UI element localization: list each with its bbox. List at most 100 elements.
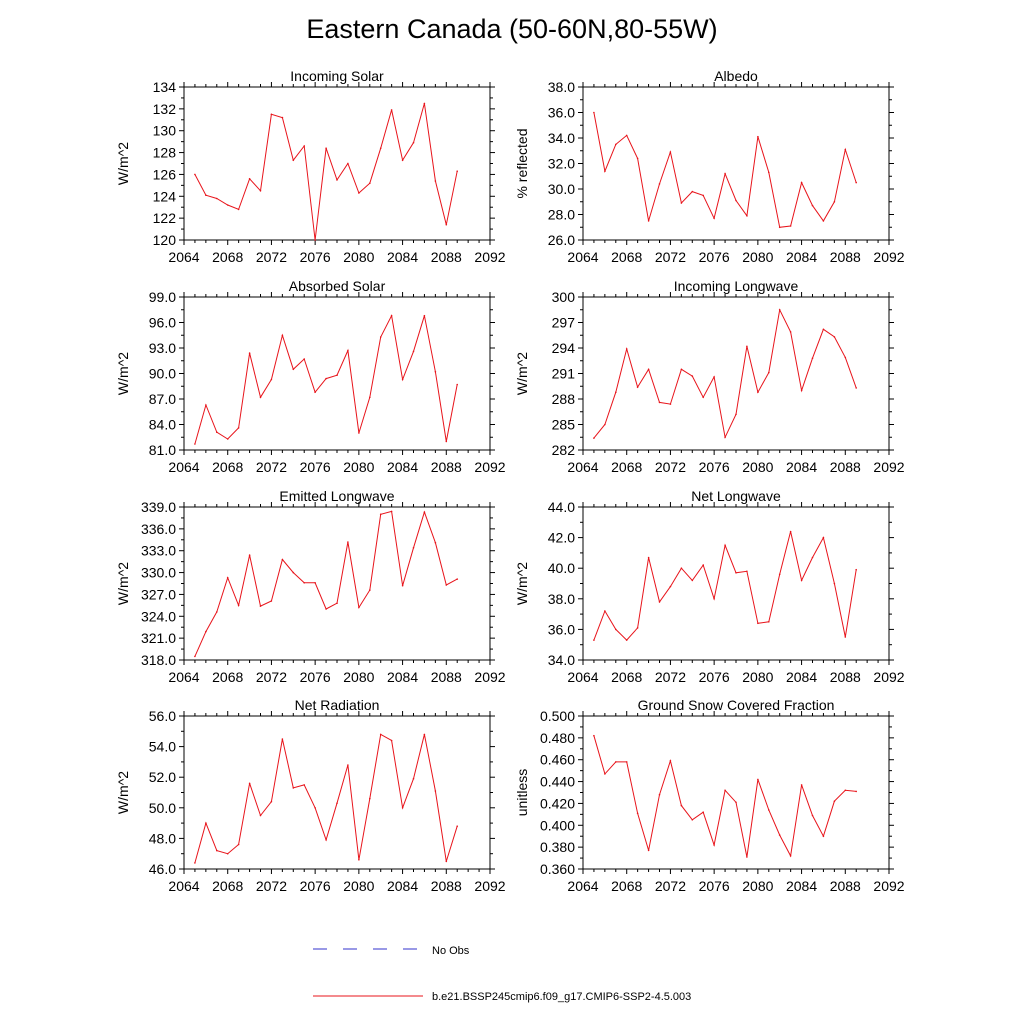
chart-panel-3: Absorbed Solar W/m^2 2064 2068 2072 2076 2080 2… — [115, 278, 506, 475]
data-point — [292, 159, 295, 161]
x-tick-label: 2068 — [212, 669, 243, 685]
y-tick-label: 0.380 — [540, 839, 575, 855]
data-point — [412, 350, 415, 353]
data-point — [194, 655, 196, 658]
data-point — [216, 431, 218, 434]
y-tick-label: 52.0 — [149, 769, 176, 785]
x-tick-label: 2080 — [343, 878, 374, 894]
y-axis-label: % reflected — [514, 128, 530, 198]
y-tick-label: 93.0 — [149, 340, 176, 356]
data-point — [336, 802, 338, 804]
data-point — [669, 760, 672, 762]
data-point — [822, 835, 825, 837]
data-point — [636, 386, 639, 388]
data-point — [445, 223, 448, 226]
y-axis-label: W/m^2 — [115, 352, 131, 395]
data-point — [248, 782, 251, 785]
y-tick-label: 26.0 — [548, 232, 575, 248]
data-point — [456, 578, 459, 580]
data-point — [669, 151, 672, 153]
data-point — [746, 215, 748, 217]
legend-model-label: b.e21.BSSP245cmip6.f09_g17.CMIP6-SSP2-4.… — [432, 991, 691, 1003]
data-point — [713, 598, 715, 600]
x-tick-label: 2084 — [387, 249, 418, 265]
data-point — [412, 547, 415, 549]
data-point — [768, 809, 770, 811]
y-tick-label: 288 — [552, 391, 576, 407]
x-tick-label: 2072 — [655, 669, 686, 685]
data-point — [811, 556, 814, 559]
data-point — [401, 584, 404, 587]
x-tick-label: 2076 — [699, 669, 730, 685]
y-tick-label: 318.0 — [141, 652, 176, 668]
data-point — [713, 376, 715, 378]
data-point — [423, 314, 426, 317]
data-point — [724, 172, 726, 175]
data-point — [669, 585, 672, 588]
x-tick-label: 2076 — [300, 669, 331, 685]
y-tick-label: 0.400 — [540, 817, 575, 833]
data-point — [325, 839, 327, 841]
data-point — [205, 630, 207, 633]
data-point — [658, 183, 661, 185]
x-tick-label: 2072 — [256, 878, 287, 894]
panel-title: Emitted Longwave — [279, 488, 394, 504]
data-point — [757, 778, 759, 781]
data-point — [789, 530, 792, 533]
data-point — [248, 554, 251, 556]
data-point — [636, 812, 639, 815]
x-tick-label: 2076 — [300, 459, 331, 475]
data-point — [833, 800, 836, 802]
data-point — [216, 611, 218, 613]
data-point — [259, 396, 262, 399]
data-point — [347, 541, 349, 543]
x-tick-label: 2076 — [300, 249, 331, 265]
chart-panel-2: Albedo % reflected 2064 2068 2072 2076 2080 208… — [514, 68, 905, 265]
data-point — [800, 181, 803, 184]
x-tick-label: 2072 — [256, 459, 287, 475]
legend-obs-label: No Obs — [432, 945, 470, 957]
data-point — [248, 178, 251, 180]
x-tick-label: 2092 — [474, 878, 505, 894]
data-point — [314, 807, 316, 809]
data-point — [281, 558, 284, 561]
y-tick-label: 38.0 — [548, 79, 575, 95]
y-tick-label: 291 — [552, 366, 576, 382]
data-point — [680, 567, 683, 569]
data-point — [800, 389, 803, 392]
data-point — [778, 834, 781, 836]
y-tick-label: 300 — [552, 289, 576, 305]
x-tick-label: 2080 — [742, 249, 773, 265]
data-point — [205, 404, 207, 406]
x-tick-label: 2072 — [655, 249, 686, 265]
data-point — [691, 579, 694, 582]
data-point — [811, 204, 814, 207]
data-point — [604, 773, 606, 775]
y-tick-label: 0.500 — [540, 708, 575, 724]
data-point — [647, 368, 650, 371]
data-point — [822, 220, 825, 222]
x-tick-label: 2084 — [786, 878, 817, 894]
data-point — [811, 814, 814, 817]
data-point — [270, 800, 273, 803]
x-tick-label: 2092 — [873, 249, 904, 265]
data-point — [724, 544, 726, 547]
data-point — [369, 396, 371, 399]
data-point — [456, 170, 459, 172]
y-tick-label: 38.0 — [548, 591, 575, 607]
y-tick-label: 48.0 — [149, 830, 176, 846]
x-tick-label: 2080 — [742, 878, 773, 894]
data-point — [390, 510, 393, 513]
data-point — [303, 358, 306, 360]
data-point — [757, 622, 759, 625]
data-point — [778, 309, 781, 311]
data-point — [615, 391, 617, 394]
y-tick-label: 126 — [153, 166, 177, 182]
data-point — [401, 807, 404, 809]
x-tick-label: 2064 — [567, 249, 598, 265]
data-point — [844, 636, 847, 638]
data-point — [303, 582, 306, 584]
x-tick-label: 2088 — [830, 459, 861, 475]
x-tick-label: 2080 — [742, 459, 773, 475]
x-tick-label: 2068 — [212, 459, 243, 475]
